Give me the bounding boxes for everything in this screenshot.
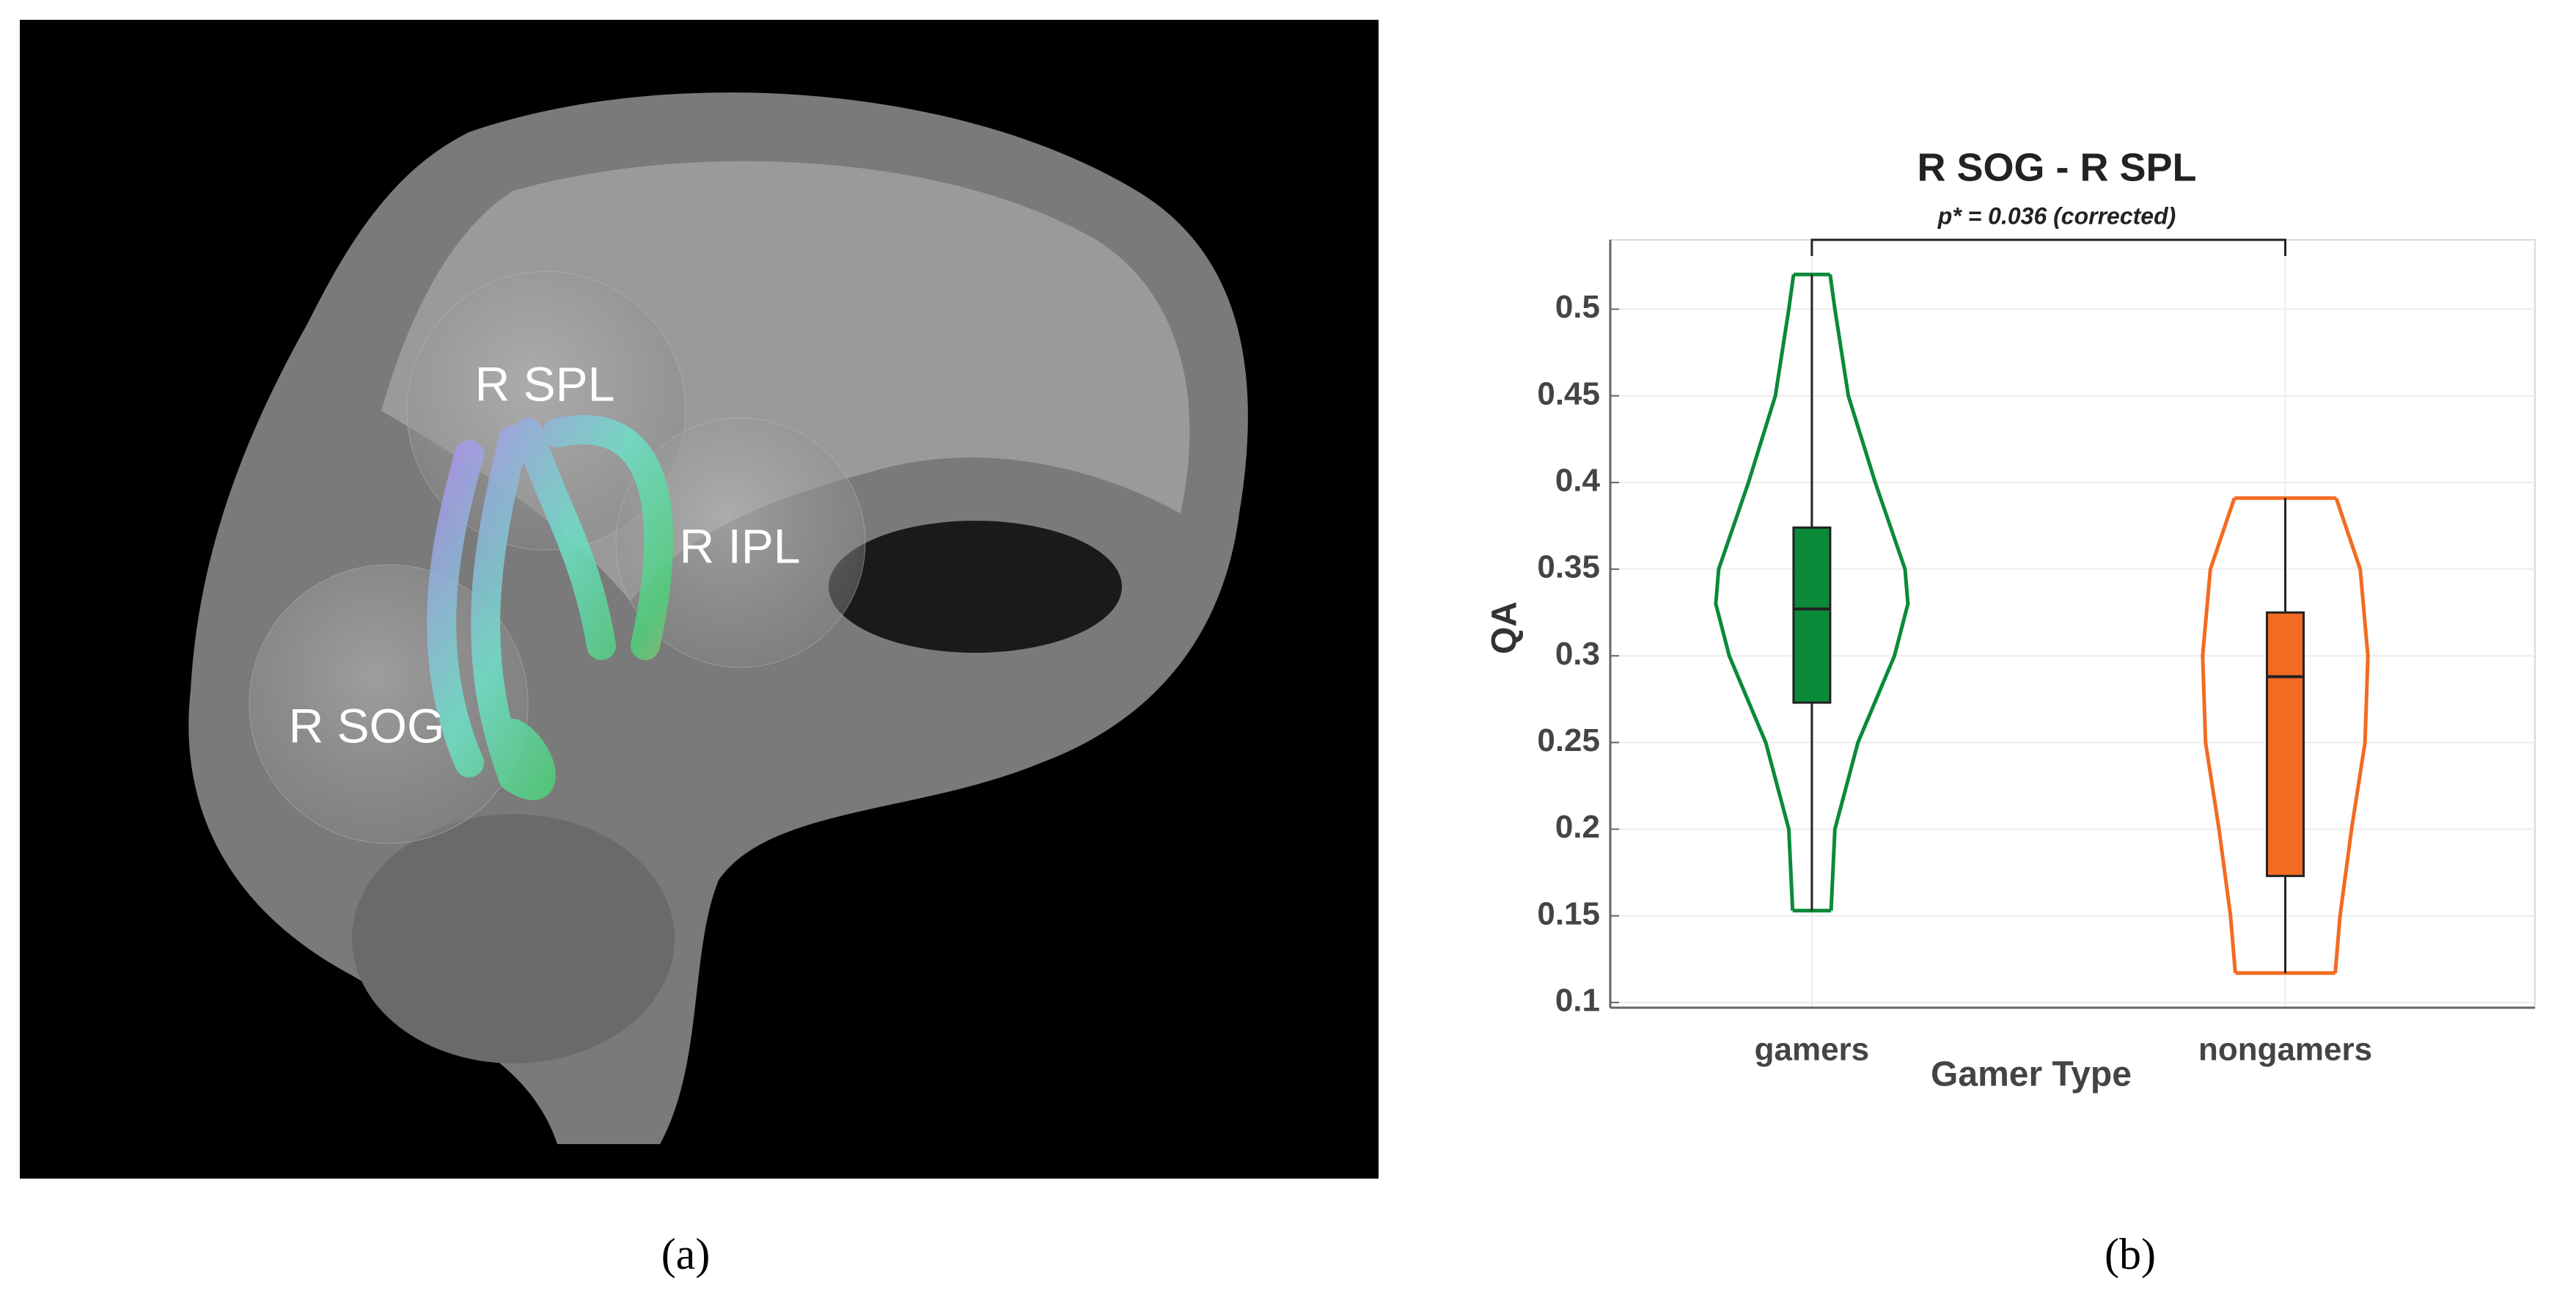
y-tick-label: 0.4 [1555, 463, 1601, 499]
ventricle [829, 521, 1122, 653]
y-axis-label: QA [1486, 601, 1524, 654]
violin-outline [2201, 497, 2237, 973]
x-tick-label: gamers [1755, 1032, 1870, 1068]
y-tick-label: 0.25 [1537, 722, 1600, 758]
y-tick-label: 0.2 [1555, 809, 1600, 845]
x-tick-label: nongamers [2198, 1032, 2372, 1068]
brain-panel: R SPL R IPL R SOG (a) [20, 20, 1379, 1278]
region-label: R SPL [475, 356, 615, 411]
y-tick-label: 0.45 [1537, 376, 1600, 411]
fiber-tract [427, 414, 674, 800]
box [2266, 611, 2305, 877]
chart: R SOG - R SPL p* = 0.036 (corrected) QA … [1486, 145, 2536, 1278]
box [1792, 526, 1832, 704]
violin-outline [2333, 497, 2370, 973]
y-tick-label: 0.3 [1555, 636, 1600, 672]
y-tick-label: 0.35 [1537, 549, 1600, 585]
cerebellum [352, 814, 675, 1063]
annotation: p* = 0.036 (corrected) [1937, 202, 2176, 229]
roi-sphere [615, 417, 866, 668]
y-tick-label: 0.15 [1537, 895, 1600, 931]
y-tick-label: 0.1 [1555, 983, 1600, 1019]
plot-area [1610, 239, 2536, 1008]
roi-sphere [249, 564, 529, 844]
violin-outline [1828, 274, 1910, 911]
region-label: R IPL [679, 519, 800, 573]
chart-title: R SOG - R SPL [1917, 145, 2196, 189]
x-axis-label: Gamer Type [1931, 1055, 2132, 1094]
caption: (a) [661, 1230, 711, 1278]
violin-outline [1714, 274, 1796, 911]
y-tick-label: 0.5 [1555, 289, 1600, 325]
region-label: R SOG [289, 698, 445, 752]
significance-bracket [1810, 238, 2287, 256]
caption: (b) [2105, 1230, 2156, 1278]
